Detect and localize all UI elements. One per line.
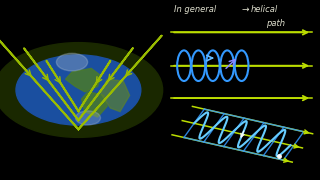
Circle shape: [0, 43, 163, 137]
Text: helical: helical: [251, 4, 278, 14]
Polygon shape: [101, 79, 130, 112]
Polygon shape: [82, 92, 107, 117]
Circle shape: [76, 111, 100, 125]
Text: path: path: [266, 19, 284, 28]
Circle shape: [16, 55, 141, 125]
Text: In general: In general: [174, 4, 217, 14]
Circle shape: [56, 53, 88, 71]
Text: →: →: [242, 4, 249, 14]
Polygon shape: [66, 68, 101, 92]
